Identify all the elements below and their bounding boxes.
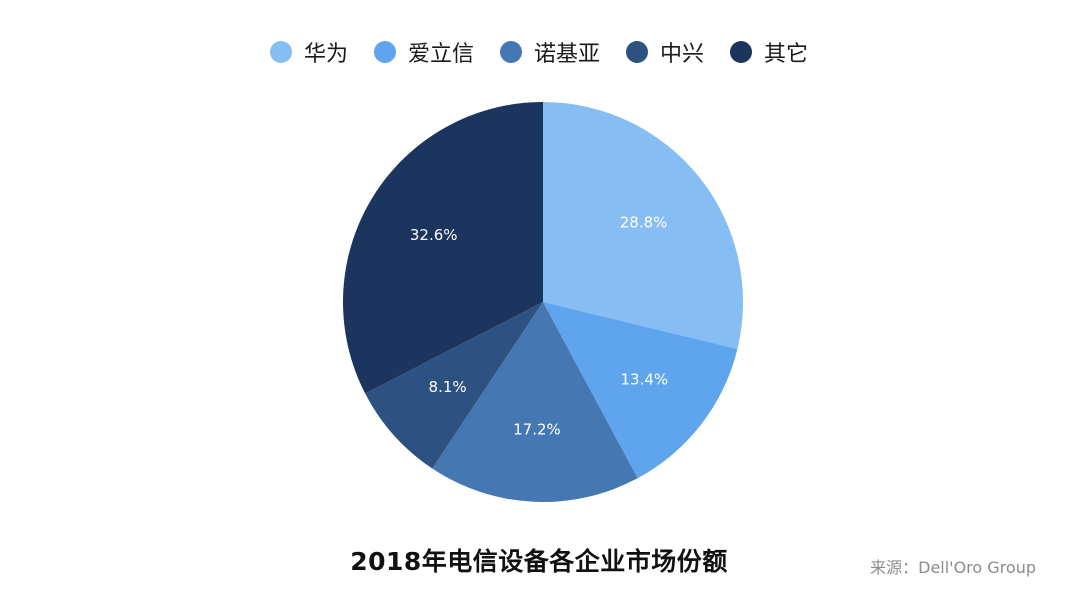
chart-title: 2018年电信设备各企业市场份额 (350, 547, 728, 576)
chart-legend: 华为 爱立信 诺基亚 中兴 其它 (0, 30, 1078, 74)
legend-label-huawei: 华为 (303, 42, 348, 67)
slice-label-others: 32.6% (410, 226, 458, 244)
slice-label-huawei: 28.8% (620, 213, 668, 231)
slice-label-ericsson: 13.4% (620, 371, 668, 389)
legend-swatch-ericsson (373, 41, 396, 63)
legend-swatch-nokia (499, 41, 522, 63)
legend-swatch-others (730, 41, 753, 63)
legend-item-huawei: 华为 (269, 36, 348, 68)
pie-slice-nokia (432, 302, 638, 502)
legend-swatch-zte (626, 41, 648, 63)
source-note: 来源：Dell'Oro Group (870, 558, 1036, 577)
legend-item-zte: 中兴 (626, 36, 704, 68)
pie-slice-zte (365, 302, 543, 469)
legend-label-others: 其它 (764, 42, 809, 67)
legend-item-others: 其它 (730, 36, 808, 68)
pie-slice-ericsson (543, 302, 738, 479)
legend-label-ericsson: 爱立信 (407, 42, 474, 67)
legend-item-ericsson: 爱立信 (373, 36, 474, 68)
legend-label-nokia: 诺基亚 (533, 42, 600, 67)
slice-label-zte: 8.1% (429, 378, 467, 396)
slice-label-nokia: 17.2% (513, 420, 561, 438)
pie-slice-huawei (543, 102, 743, 349)
legend-label-zte: 中兴 (660, 42, 705, 67)
legend-swatch-huawei (269, 41, 292, 63)
legend-item-nokia: 诺基亚 (499, 36, 600, 68)
pie-slice-others (343, 102, 543, 394)
